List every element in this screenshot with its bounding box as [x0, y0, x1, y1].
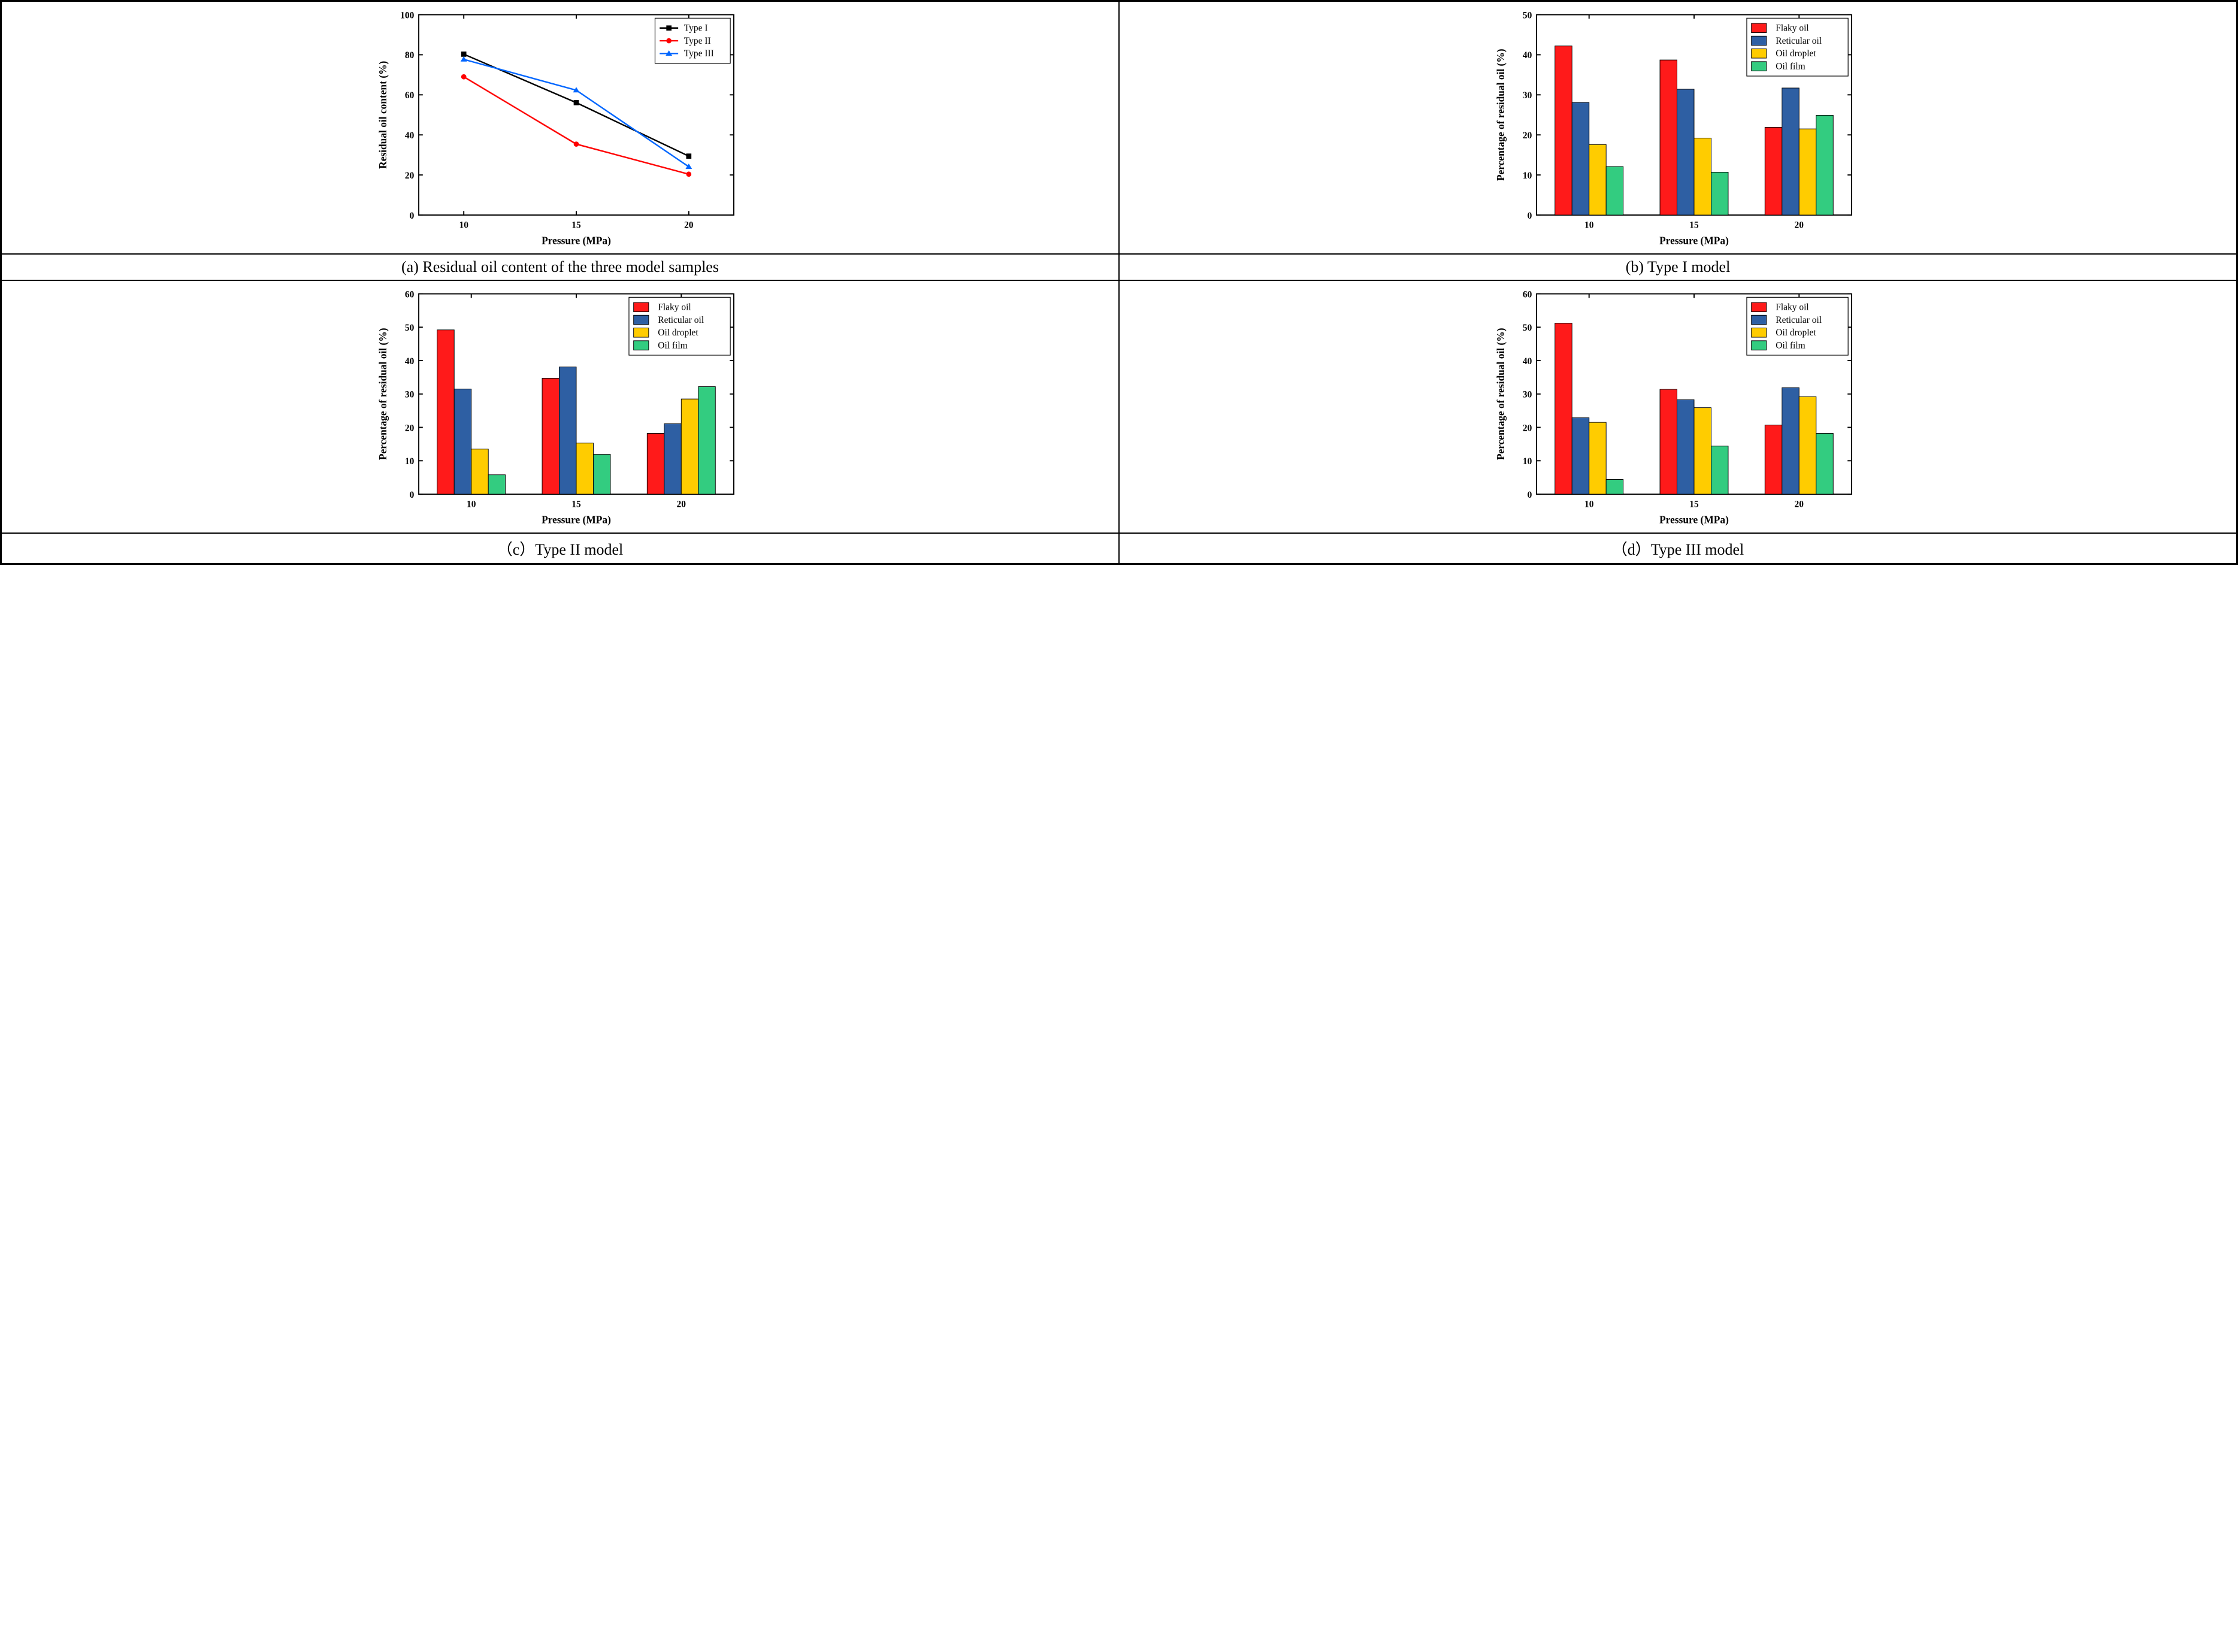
svg-text:30: 30 [1523, 90, 1532, 101]
svg-text:50: 50 [1523, 323, 1532, 333]
svg-text:10: 10 [459, 220, 468, 230]
svg-text:Percentage of residual oil (%): Percentage of residual oil (%) [1495, 328, 1507, 460]
svg-text:10: 10 [1584, 499, 1594, 509]
svg-text:40: 40 [1523, 356, 1532, 367]
svg-text:15: 15 [571, 220, 581, 230]
svg-text:15: 15 [571, 499, 581, 509]
panel-b: 0 10 20 30 40 50 10 15 20 Pressure (MPa) Percentag… [1119, 1, 2237, 254]
svg-text:40: 40 [405, 356, 415, 367]
svg-text:Oil droplet: Oil droplet [1776, 328, 1816, 338]
svg-text:Type II: Type II [684, 36, 711, 46]
svg-text:20: 20 [677, 499, 686, 509]
chart-d: 0 10 20 30 40 50 60 10 15 20 Pressure (MPa) Percent… [1123, 286, 2230, 529]
svg-text:Oil film: Oil film [1776, 61, 1805, 71]
svg-text:20: 20 [1795, 220, 1804, 230]
svg-text:20: 20 [1795, 499, 1804, 509]
chart-b: 0 10 20 30 40 50 10 15 20 Pressure (MPa) Percentag… [1123, 7, 2230, 250]
svg-text:50: 50 [1523, 10, 1532, 20]
svg-text:Flaky oil: Flaky oil [1776, 302, 1808, 313]
svg-text:20: 20 [1523, 423, 1532, 433]
caption-a: (a) Residual oil content of the three mo… [1, 254, 1119, 280]
svg-text:Oil film: Oil film [658, 340, 687, 350]
panel-d: 0 10 20 30 40 50 60 10 15 20 Pressure (MPa) Percent… [1119, 280, 2237, 533]
svg-text:Oil droplet: Oil droplet [658, 328, 698, 338]
svg-text:Type III: Type III [684, 49, 714, 59]
svg-text:Pressure (MPa): Pressure (MPa) [1659, 513, 1729, 525]
svg-text:0: 0 [1528, 490, 1532, 500]
svg-text:Reticular oil: Reticular oil [658, 315, 704, 325]
svg-text:30: 30 [405, 390, 415, 400]
svg-text:Percentage of residual oil (%): Percentage of residual oil (%) [1495, 49, 1507, 181]
caption-b: (b) Type I model [1119, 254, 2237, 280]
svg-text:100: 100 [400, 10, 414, 20]
svg-text:Reticular oil: Reticular oil [1776, 36, 1822, 46]
svg-text:Pressure (MPa): Pressure (MPa) [542, 234, 611, 246]
svg-text:30: 30 [1523, 390, 1532, 400]
svg-text:Oil film: Oil film [1776, 340, 1805, 350]
chart-c: 0 10 20 30 40 50 60 10 15 20 Pressure (MPa) Percent… [5, 286, 1112, 529]
panel-a: 0 20 40 60 80 100 10 15 20 Pressure (MPa) Residual… [1, 1, 1119, 254]
svg-text:Pressure (MPa): Pressure (MPa) [542, 513, 611, 525]
svg-text:60: 60 [1523, 289, 1532, 299]
svg-text:Flaky oil: Flaky oil [1776, 23, 1808, 34]
svg-text:60: 60 [405, 289, 415, 299]
svg-text:10: 10 [467, 499, 476, 509]
svg-text:20: 20 [1523, 131, 1532, 141]
svg-text:10: 10 [1523, 171, 1532, 181]
svg-text:20: 20 [405, 423, 415, 433]
svg-text:Percentage of residual oil (%): Percentage of residual oil (%) [377, 328, 389, 460]
svg-text:Pressure (MPa): Pressure (MPa) [1659, 234, 1729, 246]
caption-d: （d）Type III model [1119, 533, 2237, 564]
chart-a: 0 20 40 60 80 100 10 15 20 Pressure (MPa) Residual… [5, 7, 1112, 250]
figure-grid: 020406080100101520Pressure (MPa)Residual… [0, 0, 2238, 565]
svg-text:50: 50 [405, 323, 415, 333]
svg-text:10: 10 [405, 456, 415, 467]
panel-c: 0 10 20 30 40 50 60 10 15 20 Pressure (MPa) Percent… [1, 280, 1119, 533]
svg-text:Flaky oil: Flaky oil [658, 302, 691, 313]
svg-text:80: 80 [405, 50, 415, 60]
svg-text:15: 15 [1689, 220, 1699, 230]
svg-text:40: 40 [405, 131, 415, 141]
svg-text:40: 40 [1523, 50, 1532, 60]
svg-text:Oil droplet: Oil droplet [1776, 49, 1816, 59]
svg-text:Reticular oil: Reticular oil [1776, 315, 1822, 325]
svg-text:20: 20 [684, 220, 694, 230]
svg-text:20: 20 [405, 171, 415, 181]
svg-text:Type I: Type I [684, 23, 708, 34]
svg-text:0: 0 [410, 211, 415, 221]
svg-text:0: 0 [1528, 211, 1532, 221]
svg-text:10: 10 [1584, 220, 1594, 230]
svg-text:Residual oil content (%): Residual oil content (%) [377, 60, 389, 168]
svg-text:10: 10 [1523, 456, 1532, 467]
svg-text:0: 0 [410, 490, 415, 500]
caption-c: （c）Type II model [1, 533, 1119, 564]
svg-text:60: 60 [405, 90, 415, 101]
svg-text:15: 15 [1689, 499, 1699, 509]
